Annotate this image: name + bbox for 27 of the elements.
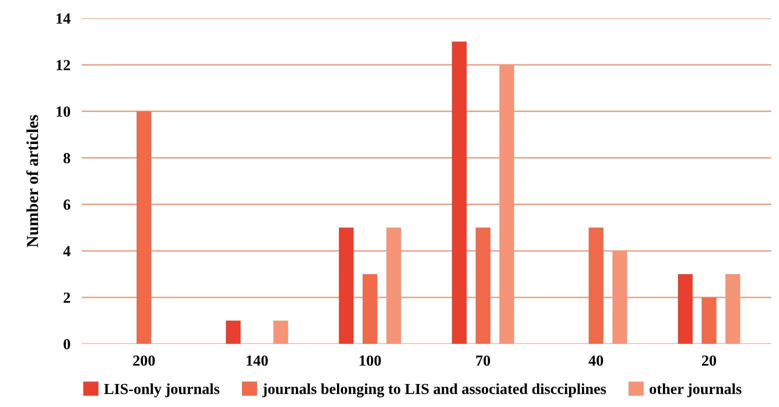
x-tick-label: 140: [246, 355, 268, 366]
y-tick-label: 14: [56, 14, 70, 24]
bar: [678, 274, 693, 344]
x-tick-label: 40: [588, 355, 604, 366]
bar: [588, 228, 604, 344]
legend-label: LIS-only journals: [104, 383, 220, 398]
y-tick-label: 12: [56, 60, 70, 70]
bar: [226, 320, 241, 344]
y-axis-title: Number of articles: [26, 115, 38, 248]
y-tick-label: 0: [64, 339, 70, 350]
bar: [136, 111, 152, 344]
y-tick-label: 10: [56, 106, 70, 117]
bar: [452, 42, 467, 344]
x-tick-label: 20: [702, 355, 716, 366]
y-tick-label: 4: [63, 246, 70, 256]
bar: [338, 228, 354, 344]
x-tick-label: 200: [133, 355, 155, 366]
bar: [702, 297, 716, 344]
y-tick-label: 2: [64, 292, 70, 303]
legend-label: journals belonging to LIS and associated discciplines: [262, 383, 606, 398]
bar: [362, 274, 378, 344]
x-tick-label: 100: [360, 355, 381, 366]
bar: [476, 228, 490, 344]
y-tick-label: 6: [64, 200, 70, 210]
legend-label: other journals: [650, 383, 742, 398]
x-tick-label: 70: [476, 355, 490, 366]
y-tick-label: 8: [64, 153, 70, 164]
